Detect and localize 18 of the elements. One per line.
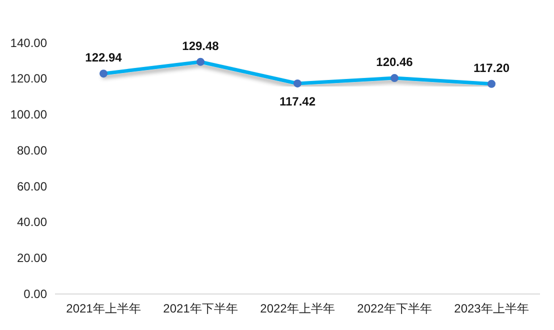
y-tick-label: 20.00 — [16, 250, 48, 265]
data-label: 117.42 — [279, 94, 316, 108]
y-tick-label: 120.00 — [10, 72, 48, 86]
y-tick-label: 40.00 — [16, 215, 48, 230]
y-tick-label: 100.00 — [10, 108, 48, 122]
y-tick-label: 60.00 — [16, 179, 48, 194]
x-tick-label: 2021年上半年 — [66, 302, 141, 316]
y-tick-label: 0.00 — [24, 286, 48, 301]
data-label: 129.48 — [182, 38, 220, 53]
y-tick-label: 80.00 — [16, 143, 48, 158]
y-tick-label: 140.00 — [10, 36, 48, 50]
data-label: 120.46 — [376, 55, 414, 70]
data-label: 117.20 — [473, 60, 510, 75]
x-tick-label: 2021年下半年 — [163, 302, 238, 316]
x-tick-label: 2022年下半年 — [357, 302, 432, 316]
data-label: 122.94 — [85, 50, 122, 65]
x-tick-label: 2023年上半年 — [454, 302, 529, 316]
x-tick-label: 2022年上半年 — [260, 302, 335, 316]
